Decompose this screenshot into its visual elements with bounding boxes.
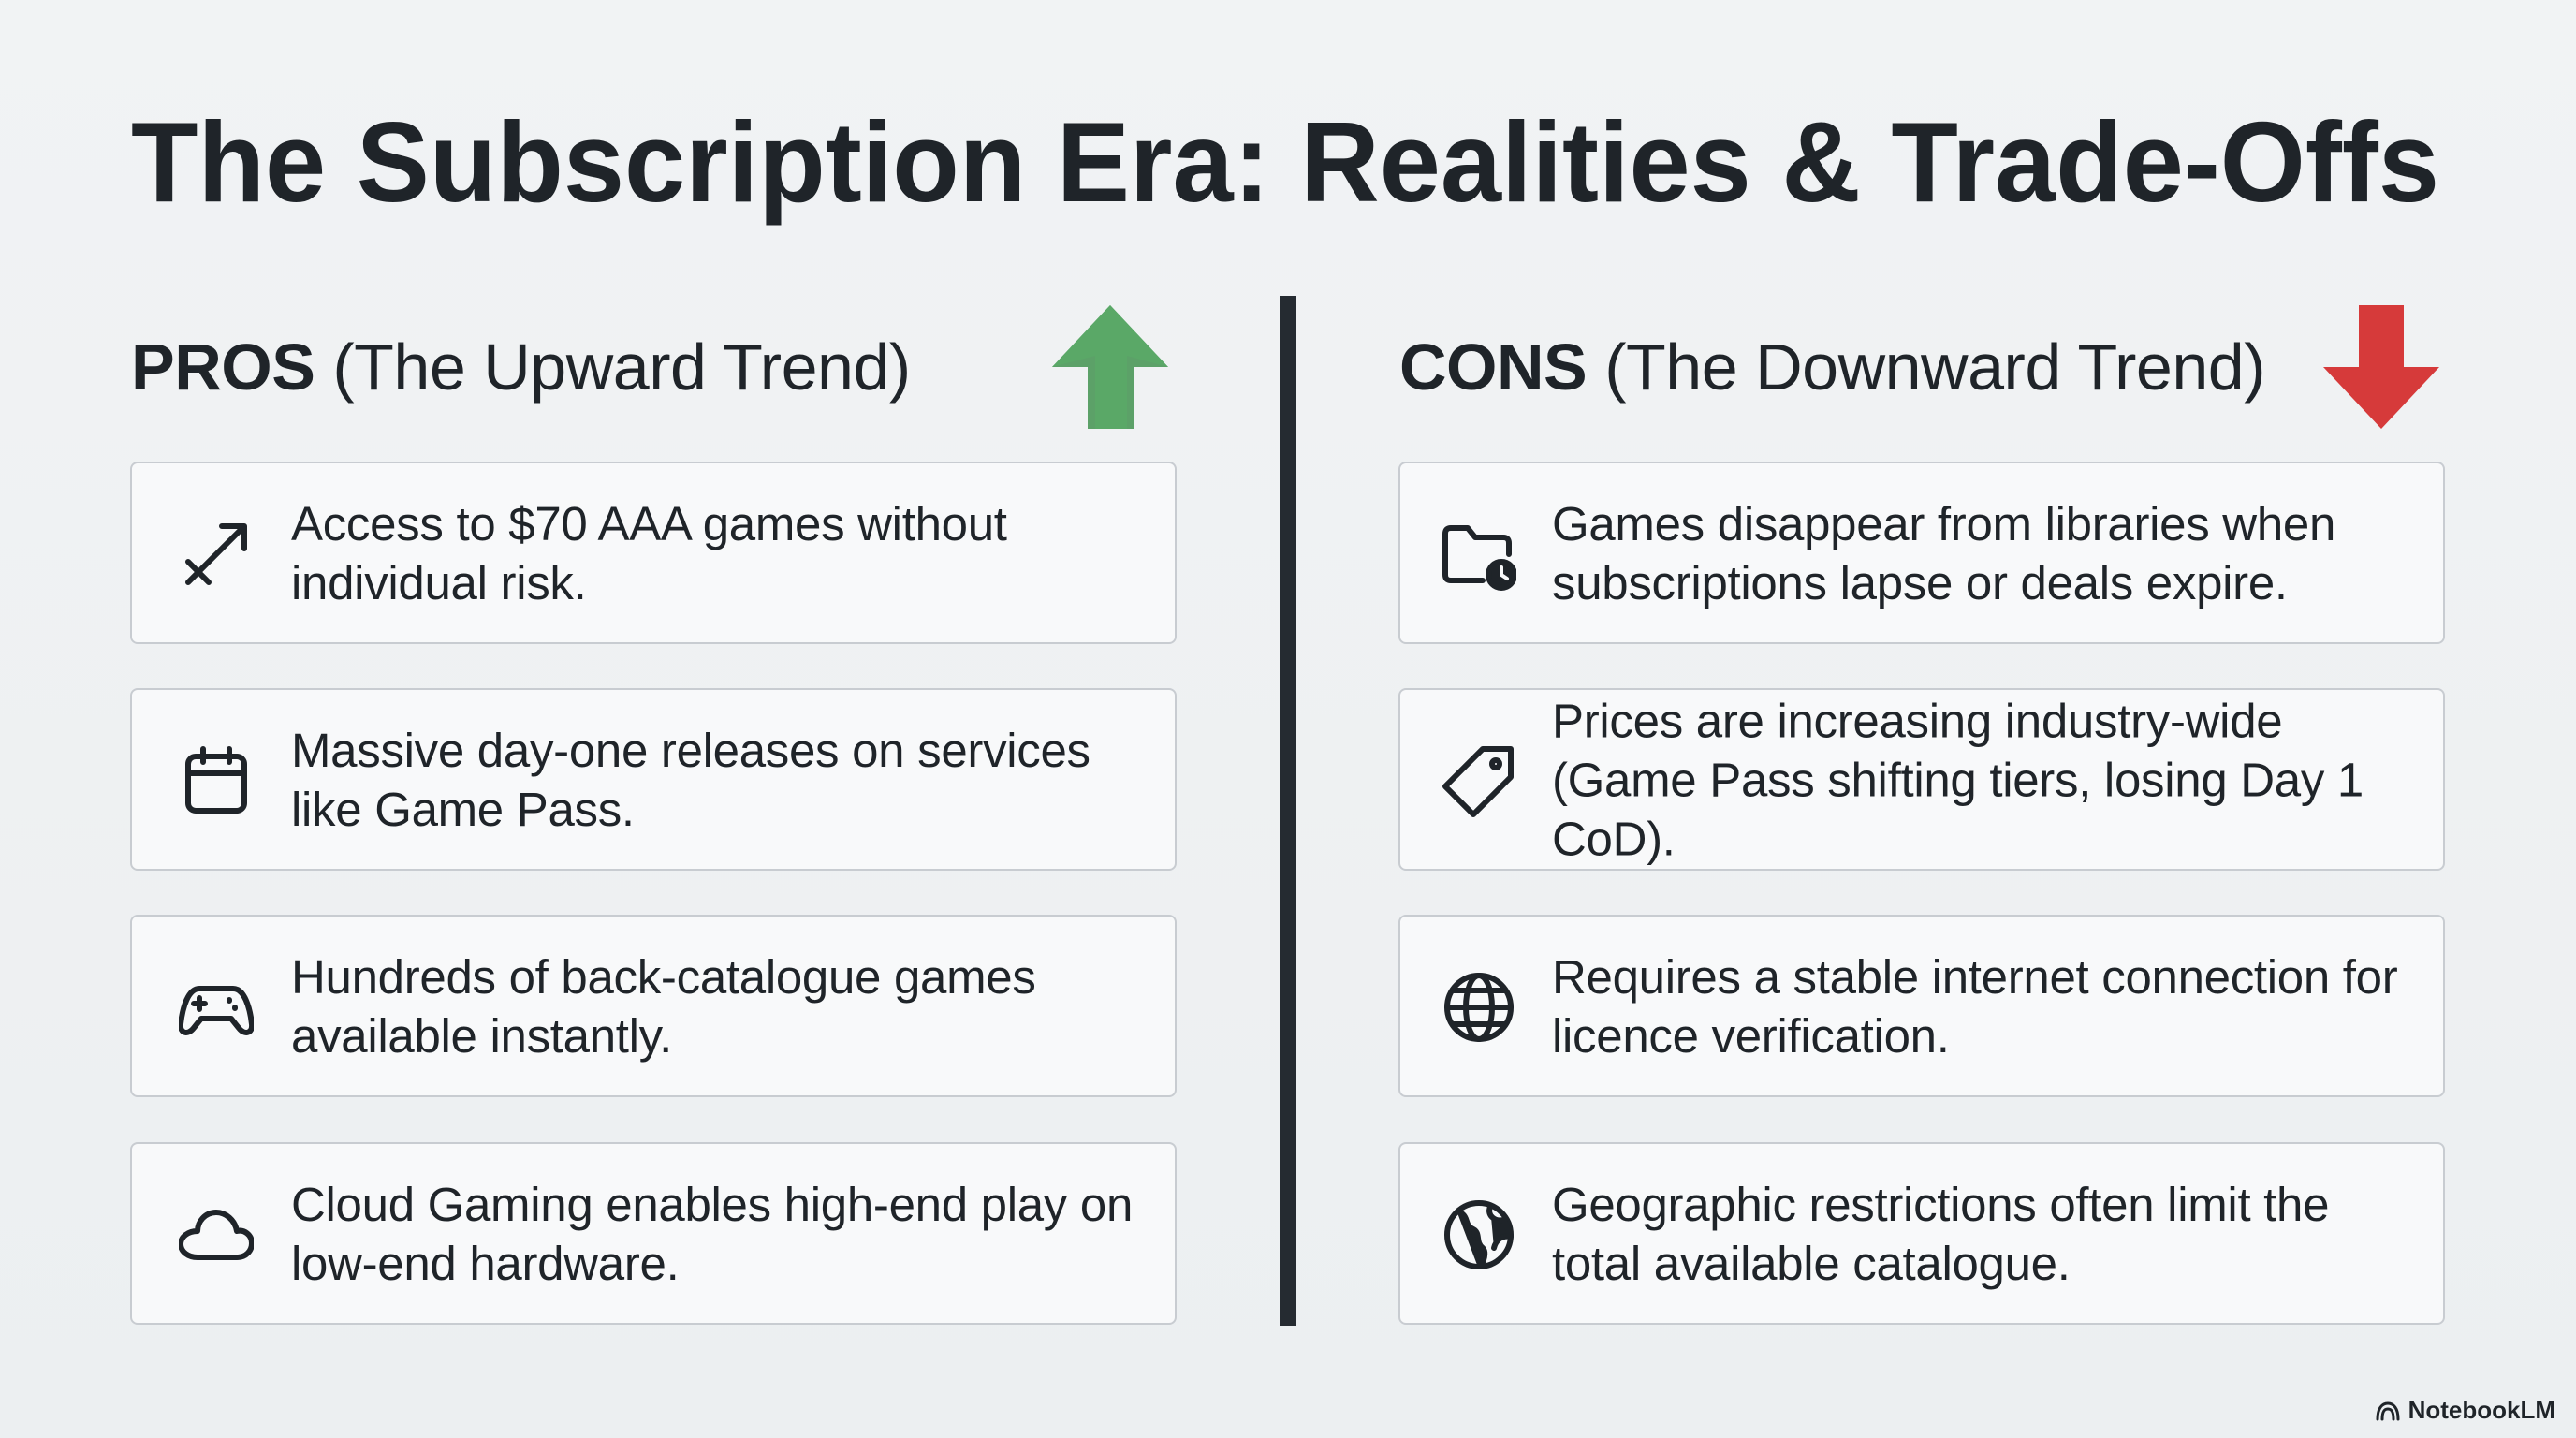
pro-card: Access to $70 AAA games without individu…: [130, 462, 1177, 644]
pros-label: PROS: [131, 330, 315, 404]
pro-card: Hundreds of back-catalogue games availab…: [130, 915, 1177, 1097]
pros-heading: PROS (The Upward Trend): [131, 330, 911, 404]
con-text: Requires a stable internet connection fo…: [1552, 949, 2398, 1063]
cons-subtitle: (The Downward Trend): [1604, 330, 2266, 404]
pro-text: Hundreds of back-catalogue games availab…: [291, 949, 1036, 1063]
down-arrow: [2323, 305, 2439, 429]
con-text: Games disappear from libraries when subs…: [1552, 496, 2336, 609]
footer: NotebookLM: [2375, 1396, 2555, 1425]
con-card: Geographic restrictions often limit the …: [1398, 1142, 2445, 1325]
pro-text: Massive day-one releases on services lik…: [291, 723, 1090, 836]
pro-card: Cloud Gaming enables high-end play on lo…: [130, 1142, 1177, 1325]
brand-name: NotebookLM: [2408, 1396, 2555, 1424]
pro-text: Cloud Gaming enables high-end play on lo…: [291, 1177, 1134, 1290]
gamepad-icon: [179, 986, 254, 1035]
con-text: Geographic restrictions often limit the …: [1552, 1177, 2330, 1290]
divider: [1280, 296, 1296, 1326]
tag-icon: [1442, 746, 1514, 817]
brand-logo: [2376, 1401, 2400, 1420]
cons-label: CONS: [1399, 330, 1588, 404]
folder-clock-icon: [1442, 525, 1516, 591]
up-arrow: [1052, 305, 1168, 429]
globe-icon: [1444, 973, 1514, 1042]
pros-subtitle: (The Upward Trend): [332, 330, 911, 404]
cons-heading: CONS (The Downward Trend): [1399, 330, 2266, 404]
earth-icon: [1444, 1200, 1514, 1269]
con-card: Games disappear from libraries when subs…: [1398, 462, 2445, 644]
pro-text: Access to $70 AAA games without individu…: [291, 496, 1007, 609]
con-card: Requires a stable internet connection fo…: [1398, 915, 2445, 1097]
arrows-icon: [185, 523, 247, 585]
con-text: Prices are increasing industry-wide (Gam…: [1552, 694, 2364, 865]
title: The Subscription Era: Realities & Trade-…: [131, 98, 2439, 226]
calendar-icon: [185, 746, 247, 814]
title-box: The Subscription Era: Realities & Trade-…: [131, 98, 2439, 226]
con-card: Prices are increasing industry-wide (Gam…: [1398, 688, 2445, 871]
cloud-icon: [179, 1210, 254, 1260]
pro-card: Massive day-one releases on services lik…: [130, 688, 1177, 871]
